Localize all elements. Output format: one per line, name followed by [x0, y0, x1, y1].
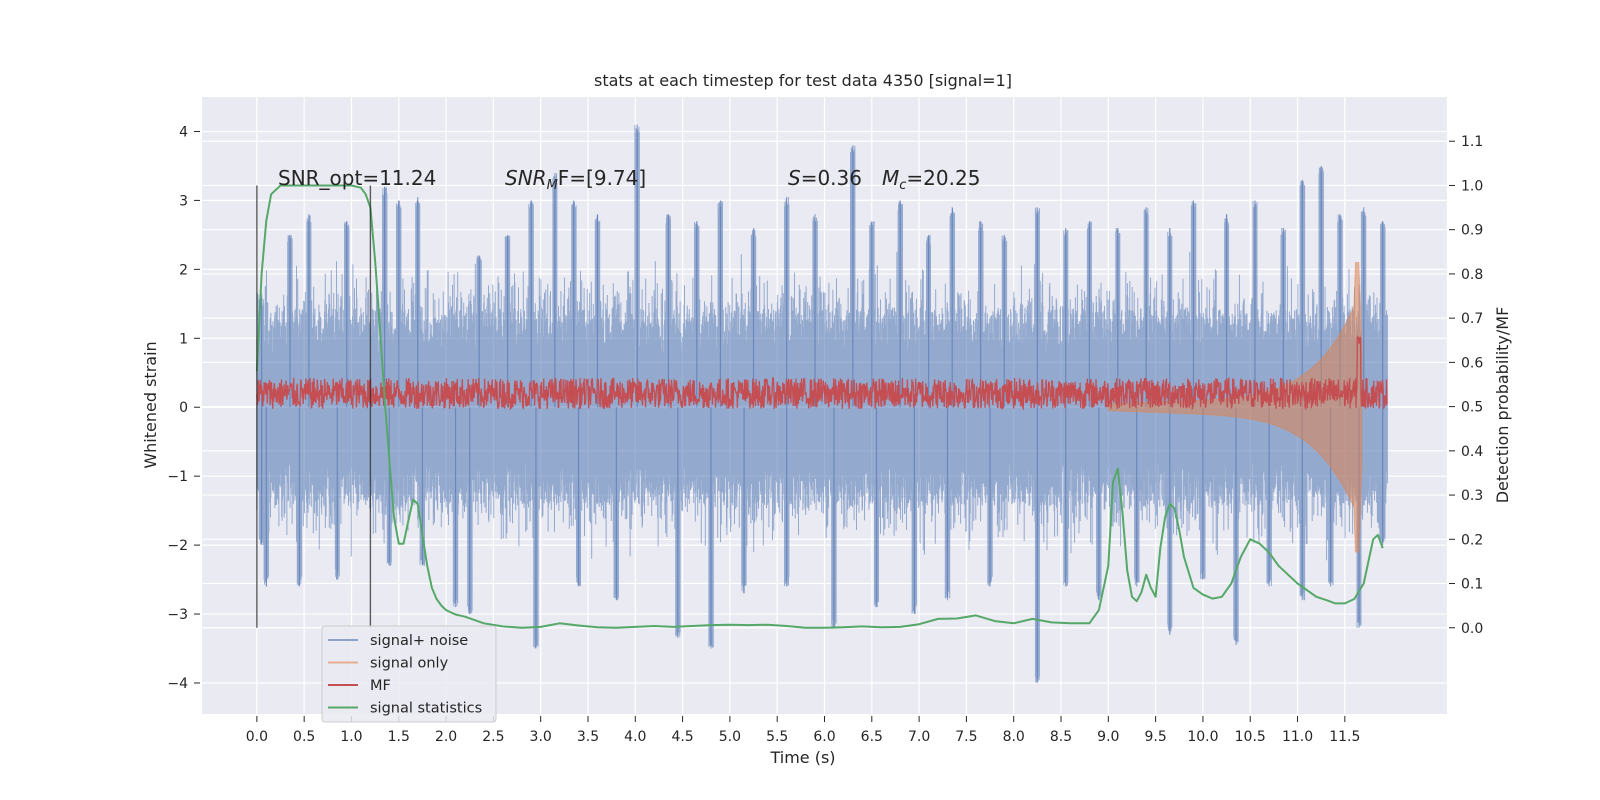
x-tick-label: 9.0: [1097, 729, 1119, 745]
y-right-tick-label: 0.6: [1461, 355, 1483, 371]
x-tick-label: 1.5: [388, 729, 410, 745]
x-tick-label: 8.5: [1050, 729, 1072, 745]
mc-value: =20.25: [906, 166, 980, 190]
x-tick-label: 1.0: [340, 729, 362, 745]
chart-title: stats at each timestep for test data 435…: [594, 71, 1012, 90]
y-right-tick-label: 0.2: [1461, 532, 1483, 548]
legend-label: signal only: [370, 656, 449, 672]
x-tick-label: 5.5: [766, 729, 788, 745]
s-symbol: S: [788, 166, 801, 190]
y-left-tick-label: −3: [167, 607, 188, 623]
y-right-tick-label: 0.0: [1461, 621, 1483, 637]
series-mf: [256, 334, 1388, 411]
y-right-tick-label: 0.5: [1461, 400, 1483, 416]
x-tick-label: 0.0: [246, 729, 268, 745]
snr-mf-subscript: M: [547, 178, 558, 193]
x-tick-label: 9.5: [1144, 729, 1166, 745]
y-right-tick-label: 1.1: [1461, 134, 1483, 150]
x-tick-label: 10.5: [1235, 729, 1266, 745]
y-left-tick-label: 2: [179, 262, 188, 278]
mc-subscript: c: [899, 178, 906, 193]
mc-symbol: M: [882, 166, 899, 190]
y-left-tick-label: 3: [179, 193, 188, 209]
annotation-mc: Mc=20.25: [882, 166, 980, 193]
y-left-tick-label: 1: [179, 331, 188, 347]
x-tick-label: 3.0: [530, 729, 552, 745]
x-tick-label: 8.0: [1003, 729, 1025, 745]
legend: signal+ noise signal only MF signal statist…: [321, 625, 497, 723]
legend-label: signal+ noise: [370, 633, 468, 649]
y-right-tick-label: 0.4: [1461, 444, 1483, 460]
y-left-tick-label: −4: [167, 676, 188, 692]
x-tick-label: 2.0: [435, 729, 457, 745]
y-left-tick-label: 0: [179, 400, 188, 416]
y-axis-left-ticks: 4 3 2 1 0 −1 −2 −3 −4: [167, 124, 200, 692]
annotation-snr-opt: SNR_opt=11.24: [278, 166, 436, 190]
y-right-tick-label: 0.1: [1461, 577, 1483, 593]
x-axis-ticks: 0.0 0.5 1.0 1.5 2.0 2.5 3.0 3.5 4.0 4.5 5.0 5.5 6.0 6…: [246, 716, 1360, 745]
x-tick-label: 11.0: [1282, 729, 1313, 745]
y-axis-left-label: Whitened strain: [141, 341, 160, 468]
y-axis-right-label: Detection probability/MF: [1493, 307, 1512, 504]
legend-box: [321, 625, 497, 723]
x-tick-label: 6.5: [861, 729, 883, 745]
legend-label: signal statistics: [370, 701, 482, 717]
x-tick-label: 7.0: [908, 729, 930, 745]
y-right-tick-label: 0.3: [1461, 488, 1483, 504]
vertical-markers: [256, 185, 372, 628]
y-right-tick-label: 1.0: [1461, 178, 1483, 194]
s-value: =0.36: [801, 166, 862, 190]
x-tick-label: 3.5: [577, 729, 599, 745]
annotation-s: S=0.36: [788, 166, 862, 190]
y-right-tick-label: 0.7: [1461, 311, 1483, 327]
x-axis-label: Time (s): [769, 748, 835, 767]
series-signal-statistics: [255, 184, 1384, 629]
x-tick-label: 6.0: [813, 729, 835, 745]
x-tick-label: 5.0: [719, 729, 741, 745]
series-layer: [255, 124, 1388, 683]
y-left-tick-label: −1: [167, 469, 188, 485]
y-right-tick-label: 0.9: [1461, 223, 1483, 239]
snr-mf-value: F=[9.74]: [558, 166, 646, 190]
x-tick-label: 10.0: [1187, 729, 1218, 745]
y-axis-right-ticks: 1.1 1.0 0.9 0.8 0.7 0.6 0.5 0.4 0.3 0.2 0.1 0.0: [1449, 134, 1483, 637]
x-tick-label: 2.5: [482, 729, 504, 745]
legend-label: MF: [370, 678, 391, 694]
x-tick-label: 11.5: [1329, 729, 1360, 745]
annotation-snr-mf: SNRMF=[9.74]: [505, 166, 646, 193]
x-tick-label: 7.5: [955, 729, 977, 745]
snr-mf-symbol: SNR: [505, 166, 547, 190]
y-left-tick-label: 4: [179, 124, 188, 140]
y-right-tick-label: 0.8: [1461, 267, 1483, 283]
x-tick-label: 4.0: [624, 729, 646, 745]
x-tick-label: 4.5: [671, 729, 693, 745]
y-left-tick-label: −2: [167, 538, 188, 554]
x-tick-label: 0.5: [293, 729, 315, 745]
